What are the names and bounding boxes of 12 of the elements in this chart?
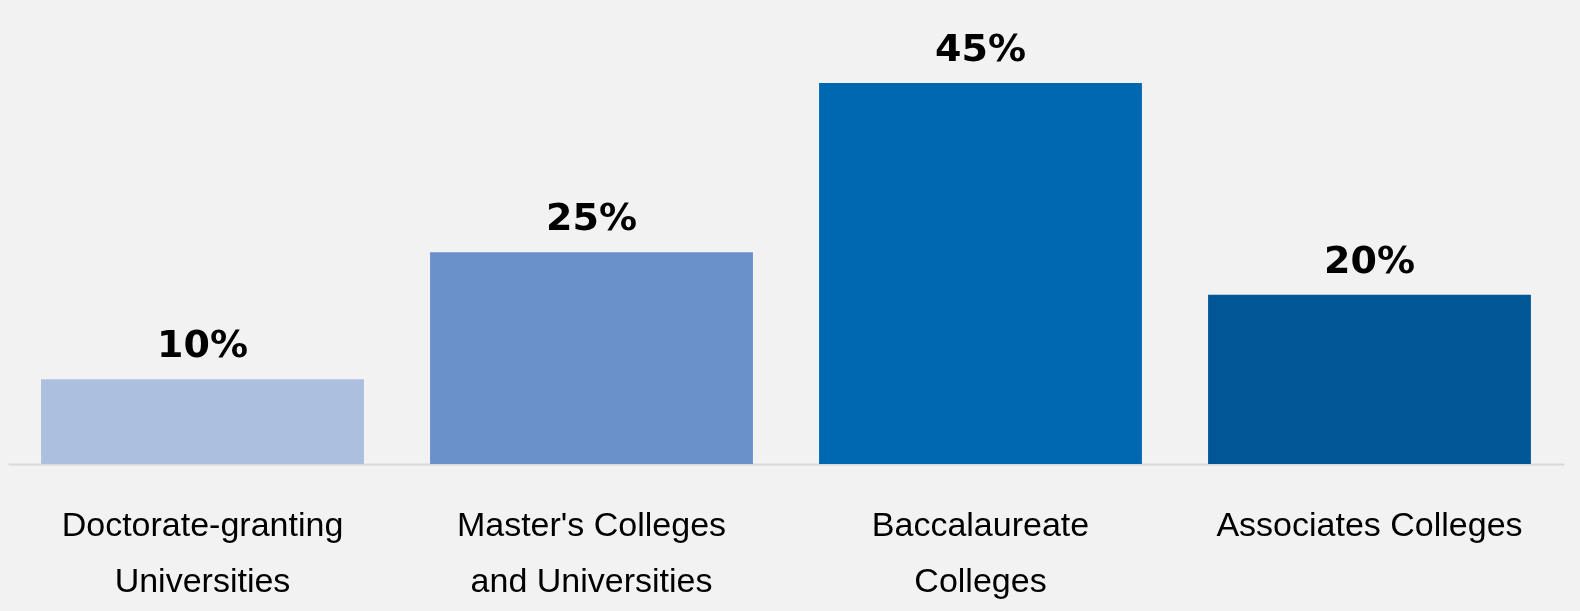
data-label: 45% (935, 26, 1026, 70)
x-tick-label: Master's Colleges and Universities (456, 504, 727, 599)
x-tick-label: Associates Colleges (1216, 504, 1523, 543)
bar (430, 252, 753, 464)
data-label: 10% (157, 322, 248, 367)
bar (41, 379, 364, 464)
data-label: 25% (546, 195, 637, 240)
bar (1208, 294, 1531, 464)
data-label: 20% (1324, 237, 1415, 282)
x-tick-label: Doctorate-granting Universities (61, 504, 344, 599)
x-tick-label: Baccalaureate Colleges (871, 504, 1090, 599)
bar (819, 83, 1142, 464)
